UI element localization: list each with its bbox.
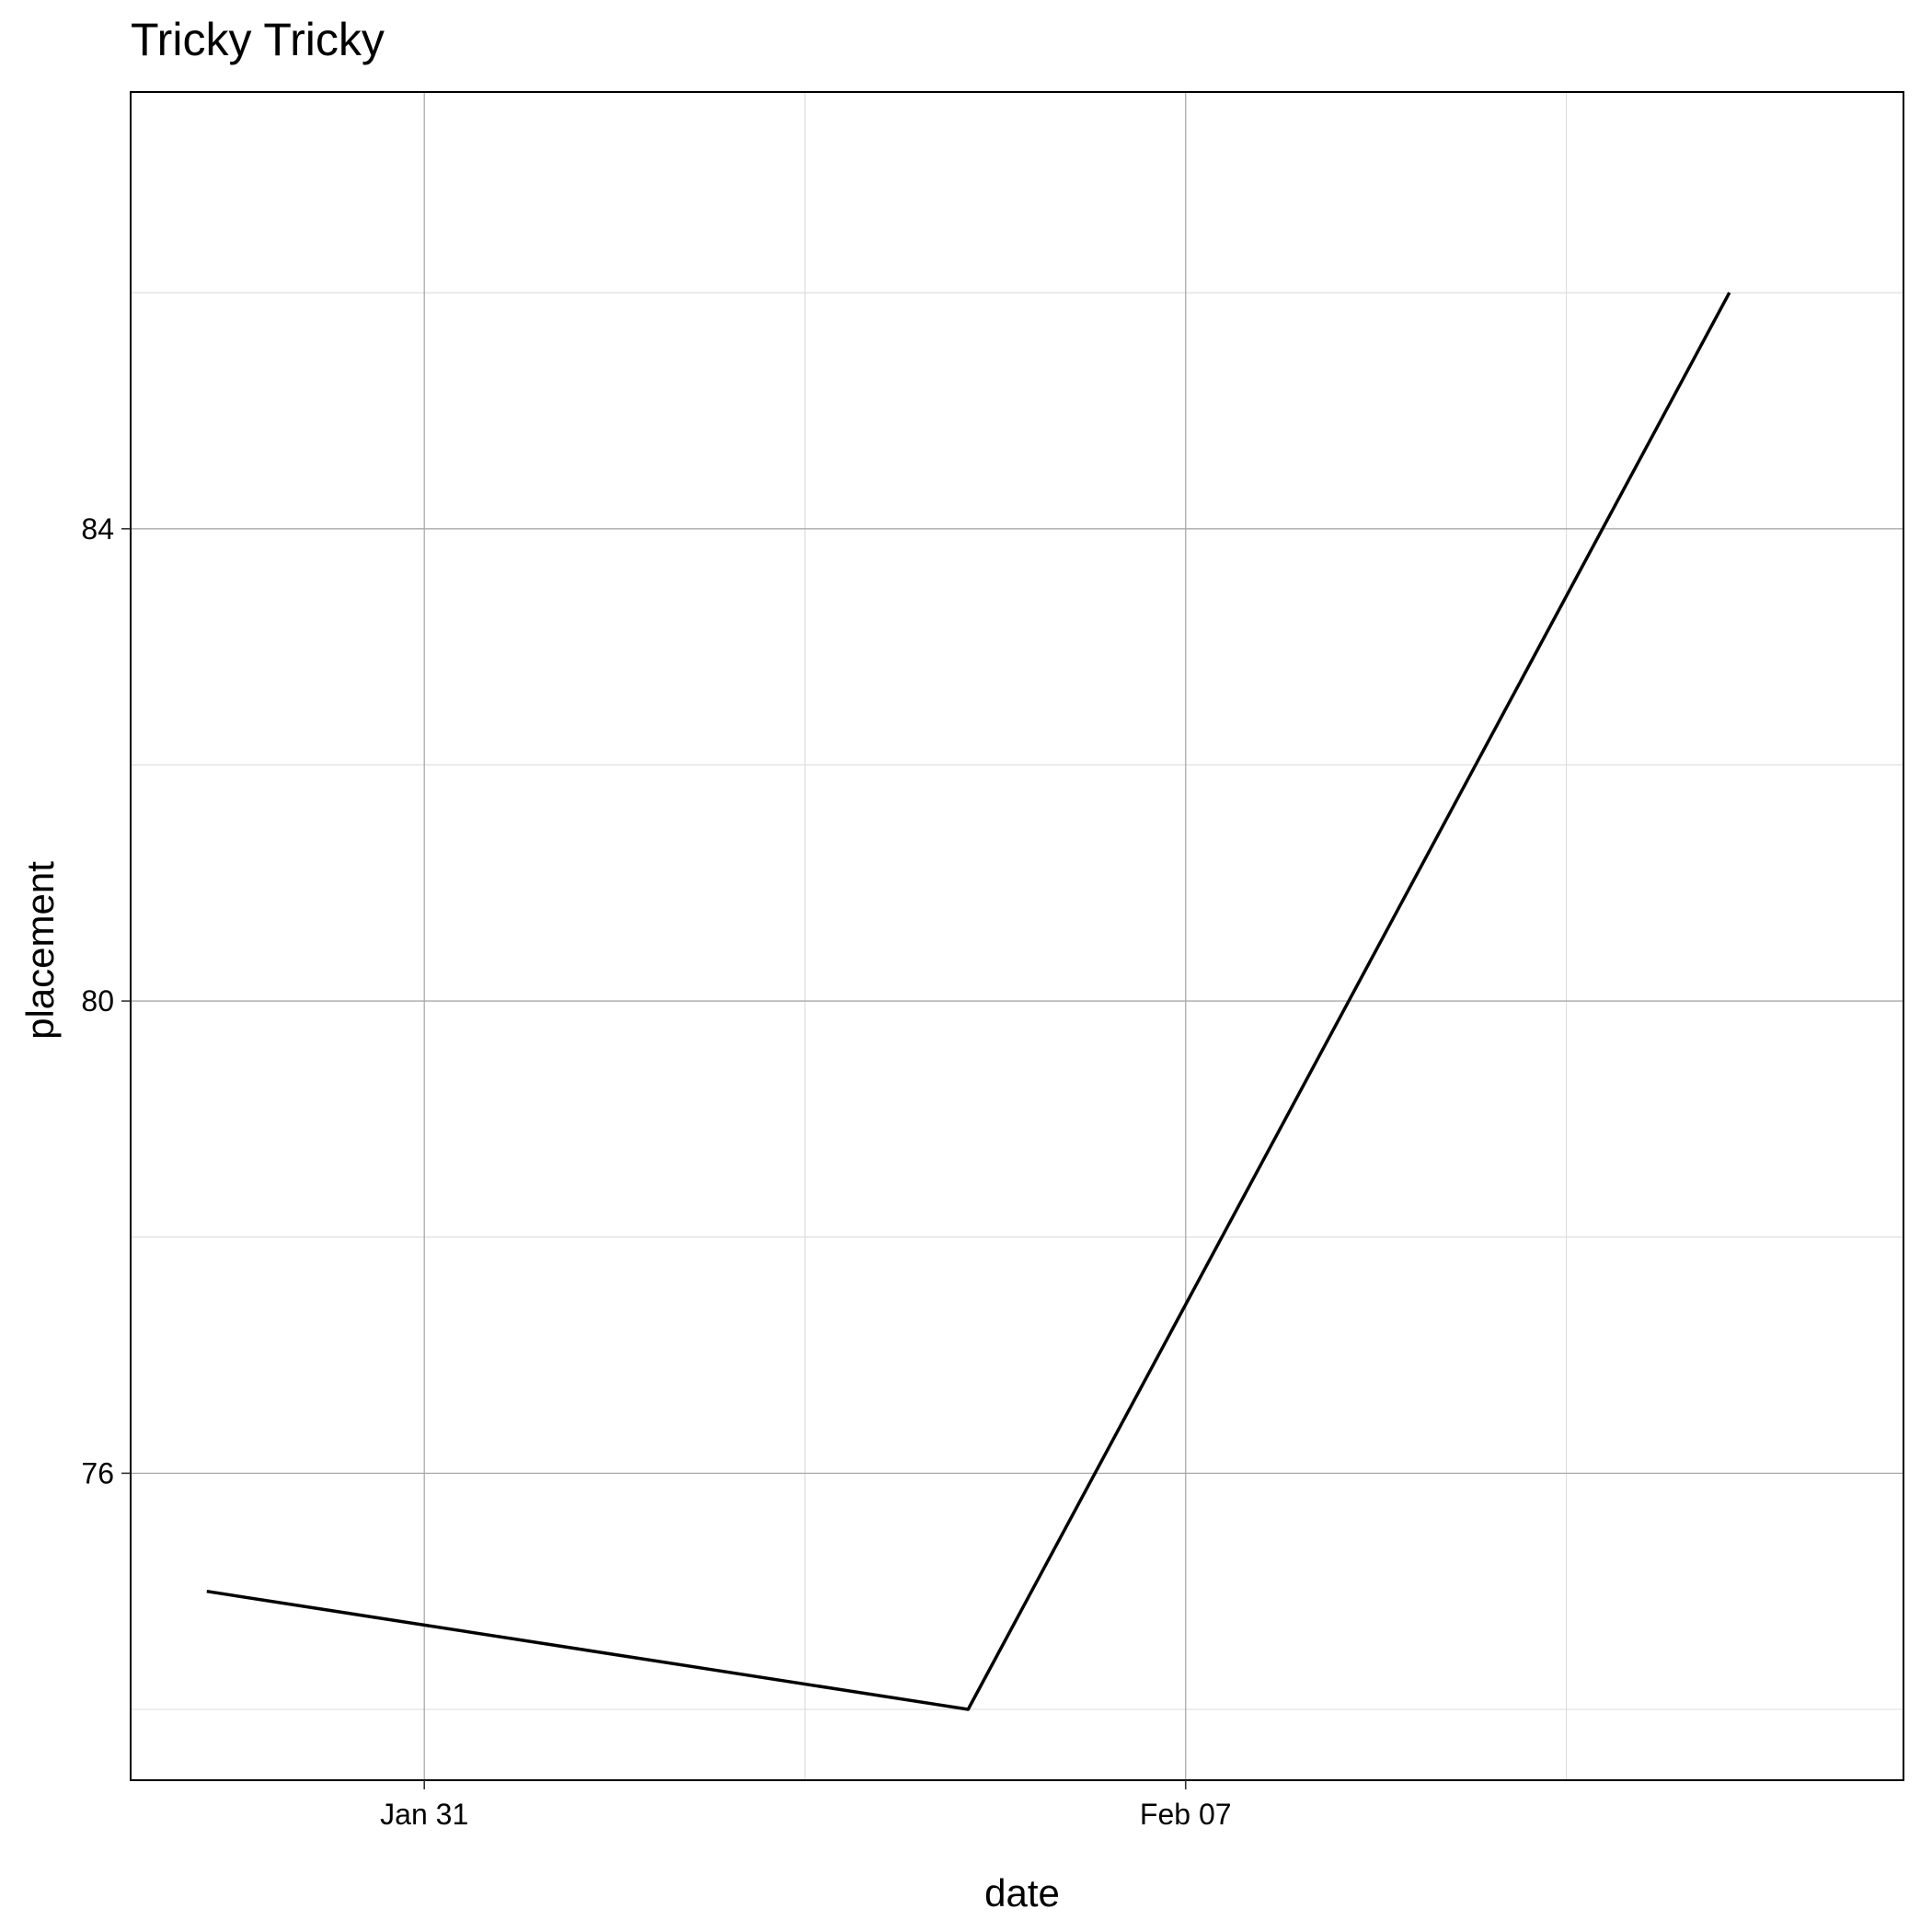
axis-tick-labels: 76 80 84 Jan 31 Feb 07	[81, 512, 1231, 1831]
y-tick-label: 84	[81, 512, 114, 546]
y-tick-label: 80	[81, 984, 114, 1018]
axis-ticks	[121, 527, 1187, 1789]
series-line-placement	[206, 292, 1731, 1711]
x-tick-label: Feb 07	[1140, 1798, 1232, 1831]
chart-title: Tricky Tricky	[131, 14, 385, 65]
plot-panel-border	[130, 91, 1904, 1781]
y-axis-title: placement	[18, 861, 62, 1040]
major-gridlines	[131, 92, 1903, 1780]
x-axis-title: date	[984, 1871, 1060, 1915]
y-tick-label: 76	[81, 1456, 114, 1489]
minor-gridlines	[131, 92, 1903, 1780]
x-tick-label: Jan 31	[380, 1798, 468, 1831]
series-layer	[206, 292, 1731, 1711]
